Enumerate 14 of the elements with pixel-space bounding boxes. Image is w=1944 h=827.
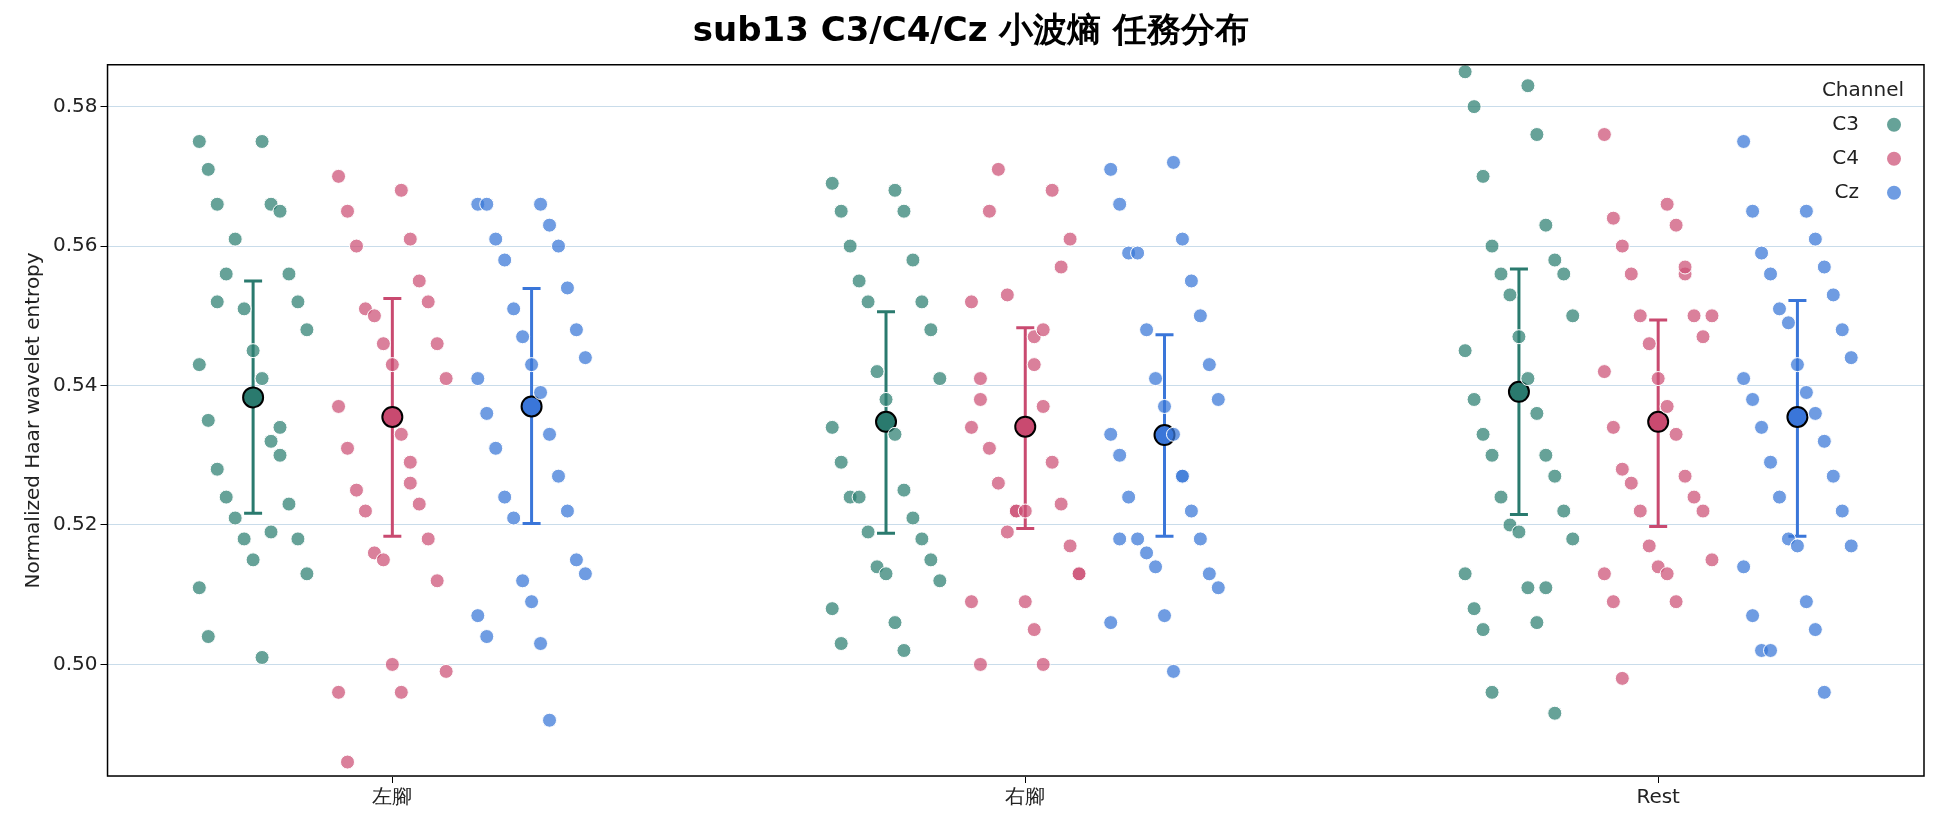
- y-tick-label: 0.58: [53, 92, 98, 117]
- x-tick-label: 右腳: [1005, 784, 1046, 809]
- chart-title: sub13 C3/C4/Cz 小波熵 任務分布: [692, 9, 1250, 50]
- x-tick-label: 左腳: [372, 784, 413, 809]
- y-tick-label: 0.56: [53, 232, 98, 257]
- legend-label: C3: [1832, 111, 1859, 135]
- x-tick-label: Rest: [1636, 784, 1681, 809]
- legend-label: C4: [1832, 145, 1859, 169]
- y-axis-title: Normalized Haar wavelet entropy: [20, 252, 45, 589]
- legend-label: Cz: [1834, 179, 1859, 203]
- legend-title: Channel: [1821, 77, 1904, 101]
- y-tick-label: 0.54: [53, 371, 98, 396]
- y-tick-label: 0.52: [53, 511, 98, 536]
- y-tick-label: 0.50: [53, 650, 98, 675]
